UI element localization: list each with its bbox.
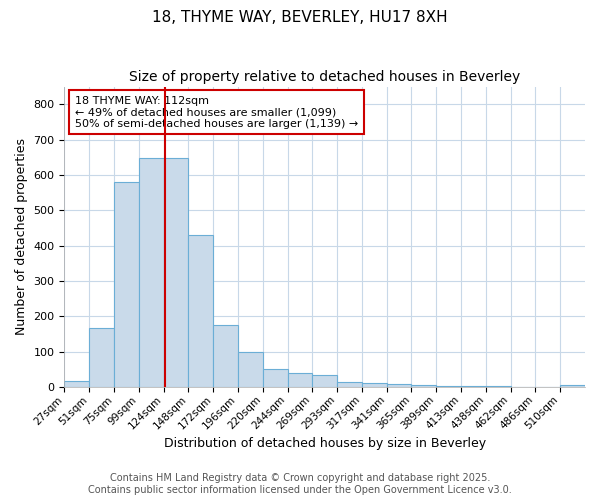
Bar — [188, 235, 213, 387]
Y-axis label: Number of detached properties: Number of detached properties — [15, 138, 28, 336]
Bar — [337, 382, 362, 387]
Bar — [362, 384, 386, 387]
Bar — [64, 380, 89, 387]
Bar — [213, 325, 238, 387]
Title: Size of property relative to detached houses in Beverley: Size of property relative to detached ho… — [129, 70, 520, 84]
Bar — [313, 376, 337, 387]
Bar — [560, 385, 585, 387]
Bar — [461, 386, 486, 387]
Bar — [486, 386, 511, 387]
Text: 18, THYME WAY, BEVERLEY, HU17 8XH: 18, THYME WAY, BEVERLEY, HU17 8XH — [152, 10, 448, 25]
Bar — [412, 385, 436, 387]
X-axis label: Distribution of detached houses by size in Beverley: Distribution of detached houses by size … — [164, 437, 486, 450]
Bar — [386, 384, 412, 387]
Bar — [114, 182, 139, 387]
Bar — [164, 158, 188, 387]
Bar — [238, 352, 263, 387]
Bar — [287, 373, 313, 387]
Bar — [263, 368, 287, 387]
Bar — [436, 386, 461, 387]
Bar — [89, 328, 114, 387]
Bar — [139, 158, 164, 387]
Text: Contains HM Land Registry data © Crown copyright and database right 2025.
Contai: Contains HM Land Registry data © Crown c… — [88, 474, 512, 495]
Text: 18 THYME WAY: 112sqm
← 49% of detached houses are smaller (1,099)
50% of semi-de: 18 THYME WAY: 112sqm ← 49% of detached h… — [75, 96, 358, 129]
